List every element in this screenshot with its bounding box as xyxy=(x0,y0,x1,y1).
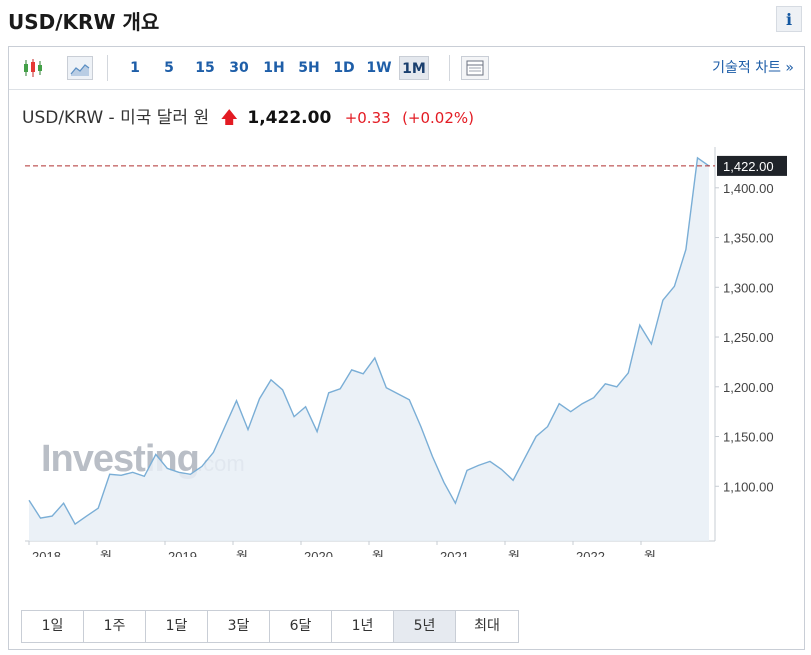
timeframe-5[interactable]: 5 xyxy=(164,60,174,76)
chart-panel: 1 5 15 30 1H 5H 1D 1W 1M 기술적 차트 » USD/KRW - 미국 달… xyxy=(8,46,805,650)
area-chart-icon[interactable] xyxy=(67,56,93,80)
last-price: 1,422.00 xyxy=(247,108,332,128)
x-tick-label: 2021 xyxy=(440,549,469,557)
toolbar-divider xyxy=(449,55,450,81)
price-change: +0.33 xyxy=(344,109,391,127)
page-title: USD/KRW 개요 xyxy=(8,10,160,34)
y-tick-label: 1,300.00 xyxy=(723,280,774,295)
timeframe-1[interactable]: 1 xyxy=(130,60,140,76)
y-tick-label: 1,400.00 xyxy=(723,181,774,196)
y-tick-label: 1,200.00 xyxy=(723,380,774,395)
timeframe-1d[interactable]: 1D xyxy=(333,60,355,76)
range-button-5[interactable]: 1년 xyxy=(332,611,394,642)
last-price-label: 1,422.00 xyxy=(723,159,774,174)
range-button-0[interactable]: 1일 xyxy=(22,611,84,642)
range-selector: 1일 1주 1달 3달 6달 1년 5년 최대 xyxy=(21,610,519,643)
y-tick-label: 1,250.00 xyxy=(723,330,774,345)
y-tick-label: 1,350.00 xyxy=(723,231,774,246)
range-button-6[interactable]: 5년 xyxy=(394,611,456,642)
x-tick-label: 월 xyxy=(372,549,384,557)
info-button[interactable]: i xyxy=(776,6,802,32)
timeframe-30[interactable]: 30 xyxy=(229,60,249,76)
range-button-7[interactable]: 최대 xyxy=(456,611,518,642)
timeframe-1h[interactable]: 1H xyxy=(263,60,285,76)
x-tick-label: 월 xyxy=(644,549,656,557)
x-tick-label: 월 xyxy=(236,549,248,557)
range-button-4[interactable]: 6달 xyxy=(270,611,332,642)
instrument-name: USD/KRW - 미국 달러 원 xyxy=(22,108,210,128)
price-change-percent: (+0.02%) xyxy=(402,109,474,127)
technical-chart-link[interactable]: 기술적 차트 » xyxy=(712,60,794,76)
range-button-3[interactable]: 3달 xyxy=(208,611,270,642)
timeframe-5h[interactable]: 5H xyxy=(298,60,320,76)
x-tick-label: 월 xyxy=(508,549,520,557)
x-tick-label: 2018 xyxy=(32,549,61,557)
candlestick-chart-icon[interactable] xyxy=(21,56,47,80)
timeframe-15[interactable]: 15 xyxy=(195,60,215,76)
timeframe-1m[interactable]: 1M xyxy=(399,56,429,80)
price-line xyxy=(28,156,710,526)
price-chart[interactable]: Investing.com1,422.001,100.001,150.001,2… xyxy=(9,47,804,557)
x-tick-label: 2020 xyxy=(304,549,333,557)
timeframe-1w[interactable]: 1W xyxy=(366,60,392,76)
y-tick-label: 1,100.00 xyxy=(723,479,774,494)
toolbar-divider xyxy=(107,55,108,81)
range-button-2[interactable]: 1달 xyxy=(146,611,208,642)
y-tick-label: 1,150.00 xyxy=(723,430,774,445)
x-tick-label: 2022 xyxy=(576,549,605,557)
x-tick-label: 2019 xyxy=(168,549,197,557)
area-fill xyxy=(29,157,709,541)
quote-line: USD/KRW - 미국 달러 원 🡅 1,422.00 +0.33 (+0.0… xyxy=(22,103,474,134)
chart-toolbar: 1 5 15 30 1H 5H 1D 1W 1M 기술적 차트 » xyxy=(9,47,804,90)
range-button-1[interactable]: 1주 xyxy=(84,611,146,642)
up-arrow-icon: 🡅 xyxy=(220,108,238,128)
table-view-icon[interactable] xyxy=(461,56,489,80)
last-price-label-box xyxy=(717,155,787,176)
x-tick-label: 월 xyxy=(100,549,112,557)
